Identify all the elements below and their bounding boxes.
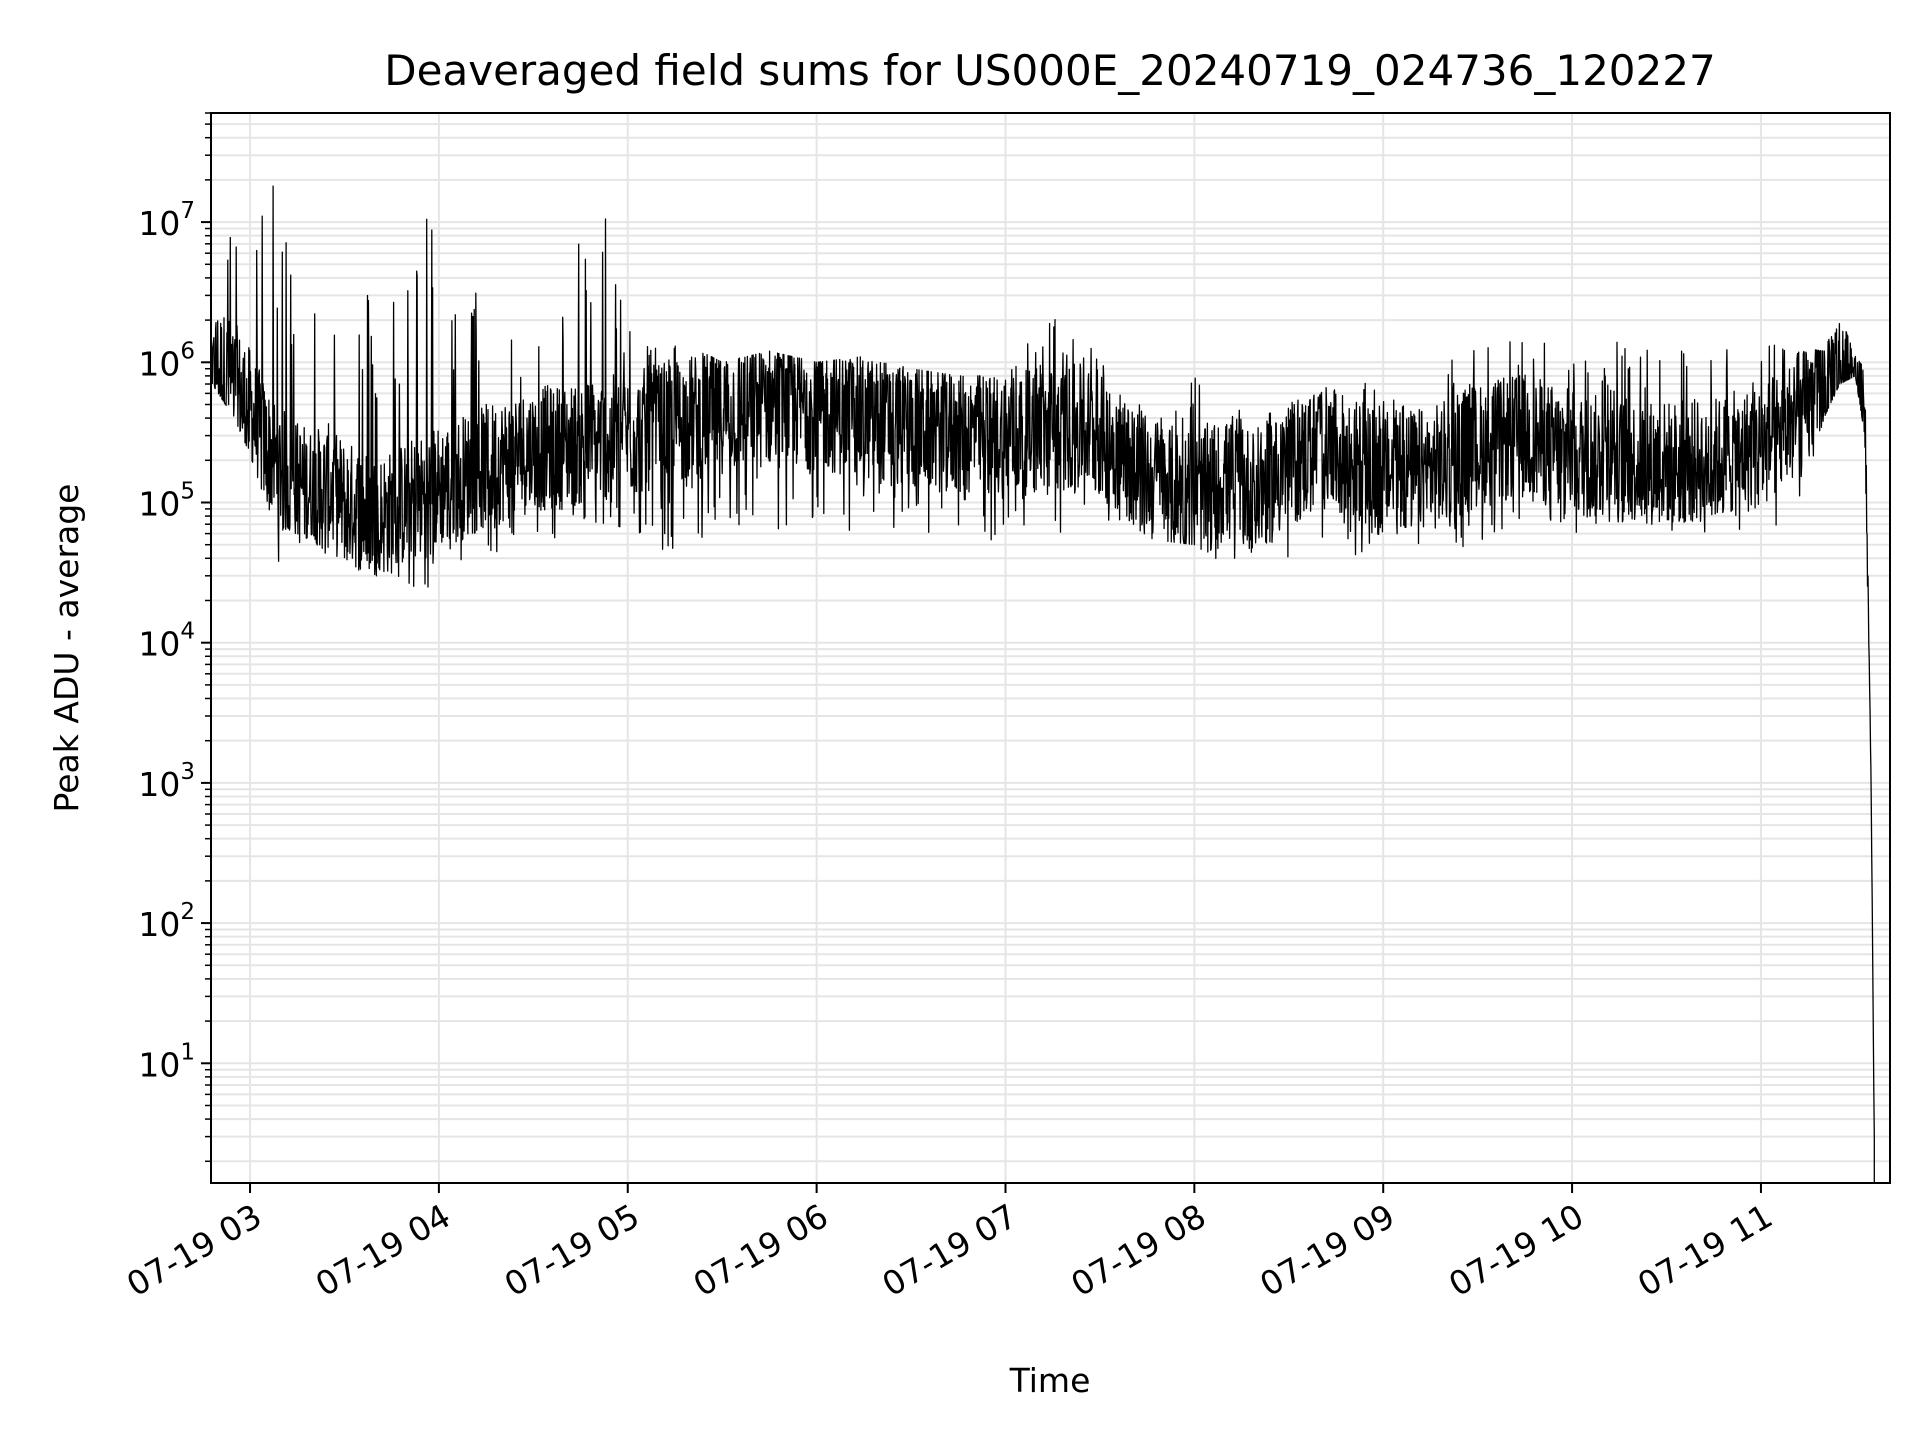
y-axis: 101 102 103 104 105 106 107	[138, 112, 211, 1163]
y-tick-label: 105	[138, 478, 195, 523]
series-line-group	[211, 185, 1875, 1183]
series-line	[211, 185, 1875, 1183]
y-tick-label: 102	[138, 899, 195, 944]
y-tick-label: 104	[138, 619, 195, 664]
x-axis-label: Time	[1009, 1361, 1091, 1400]
plot-frame	[210, 112, 1891, 1184]
y-tick-label: 103	[138, 759, 195, 804]
y-tick-label: 107	[138, 198, 195, 243]
y-tick-label: 101	[138, 1039, 195, 1084]
chart-title: Deaveraged field sums for US000E_2024071…	[384, 46, 1715, 95]
grid	[211, 112, 1890, 1183]
y-axis-label: Peak ADU - average	[47, 484, 86, 813]
y-tick-label: 106	[138, 338, 195, 383]
